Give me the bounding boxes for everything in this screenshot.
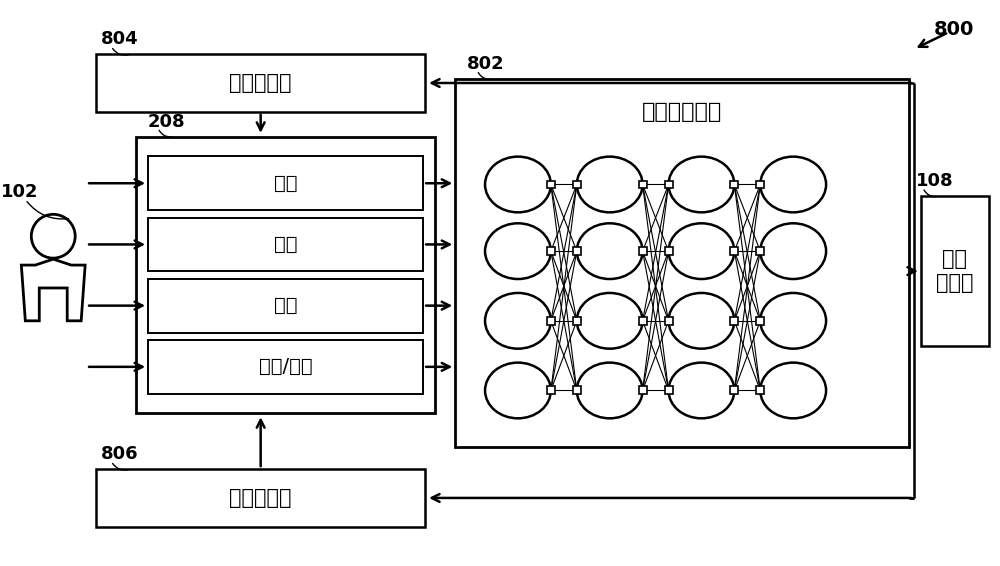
Text: 良好指示符: 良好指示符 (229, 73, 292, 93)
Bar (665, 181, 673, 188)
Ellipse shape (669, 363, 734, 418)
Bar (547, 317, 555, 325)
Bar (639, 317, 647, 325)
Ellipse shape (577, 363, 643, 418)
Text: 日期/时间: 日期/时间 (259, 357, 312, 376)
Bar (665, 317, 673, 325)
Bar (730, 181, 738, 188)
Bar (730, 247, 738, 255)
Bar (148, 279, 423, 332)
Text: 位置: 位置 (274, 296, 297, 315)
Bar (547, 387, 555, 395)
Bar (573, 387, 581, 395)
Text: 活动: 活动 (274, 174, 297, 193)
Bar (639, 181, 647, 188)
Circle shape (31, 215, 75, 258)
Text: 804: 804 (101, 30, 139, 48)
Bar (96, 469, 425, 527)
Text: 806: 806 (101, 445, 139, 463)
Bar (573, 181, 581, 188)
Bar (665, 387, 673, 395)
Bar (756, 317, 764, 325)
Text: 人工神经网络: 人工神经网络 (642, 102, 722, 122)
Ellipse shape (760, 293, 826, 349)
Bar (547, 181, 555, 188)
Text: 组件: 组件 (274, 235, 297, 254)
Ellipse shape (485, 293, 551, 349)
Ellipse shape (577, 157, 643, 212)
Bar (148, 156, 423, 210)
Text: 108: 108 (916, 173, 953, 190)
Ellipse shape (760, 363, 826, 418)
Bar (756, 247, 764, 255)
Bar (756, 387, 764, 395)
Ellipse shape (669, 224, 734, 279)
Polygon shape (21, 259, 85, 321)
Bar (756, 181, 764, 188)
Ellipse shape (485, 363, 551, 418)
Bar (665, 247, 673, 255)
Ellipse shape (485, 224, 551, 279)
Text: 208: 208 (148, 113, 186, 131)
Ellipse shape (669, 293, 734, 349)
Bar (639, 387, 647, 395)
Bar (148, 340, 423, 394)
Bar (730, 317, 738, 325)
Text: 102: 102 (1, 183, 39, 201)
Bar (547, 247, 555, 255)
Ellipse shape (485, 157, 551, 212)
Bar (96, 54, 425, 112)
Bar (148, 217, 423, 271)
Ellipse shape (760, 157, 826, 212)
Bar (639, 247, 647, 255)
Bar (136, 137, 435, 413)
Bar (455, 79, 909, 447)
Ellipse shape (577, 293, 643, 349)
Bar (573, 247, 581, 255)
Text: 用户
上下文: 用户 上下文 (936, 250, 973, 293)
Ellipse shape (669, 157, 734, 212)
Text: 802: 802 (467, 55, 505, 73)
Bar (921, 196, 989, 346)
Text: 800: 800 (934, 20, 974, 38)
Bar (730, 387, 738, 395)
Text: 不良指示符: 不良指示符 (229, 488, 292, 508)
Bar (573, 317, 581, 325)
Ellipse shape (760, 224, 826, 279)
Ellipse shape (577, 224, 643, 279)
